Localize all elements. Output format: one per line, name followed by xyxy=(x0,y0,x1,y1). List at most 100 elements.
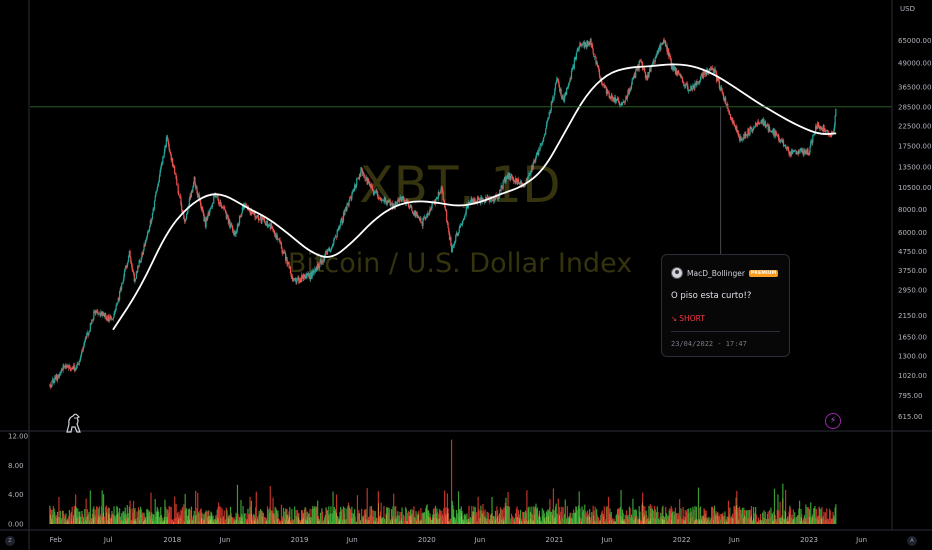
volume-bar xyxy=(223,522,224,524)
candle-body xyxy=(69,366,71,369)
candle-body xyxy=(370,184,372,188)
volume-bar xyxy=(408,516,410,524)
volume-bar xyxy=(133,509,135,524)
volume-bar xyxy=(512,516,514,524)
volume-bar xyxy=(576,509,578,524)
volume-bar xyxy=(702,515,704,524)
volume-bar xyxy=(309,517,310,524)
candle-body xyxy=(752,129,754,132)
volume-bar xyxy=(78,511,80,524)
candle-body xyxy=(272,228,274,232)
candle-body xyxy=(280,243,283,249)
volume-bar xyxy=(785,489,787,524)
volume-bar xyxy=(543,510,545,524)
candle-body xyxy=(643,68,645,70)
volume-bar xyxy=(87,515,88,524)
volume-bar xyxy=(578,491,580,524)
zoom-button[interactable]: Z xyxy=(5,536,15,546)
candle-body xyxy=(653,60,655,62)
volume-bar xyxy=(221,508,223,524)
volume-axis-label: 12.00 xyxy=(8,433,28,441)
candle-body xyxy=(284,252,286,254)
volume-bar xyxy=(153,514,155,524)
volume-bar xyxy=(731,515,733,524)
lightning-icon[interactable]: ⚡ xyxy=(825,413,841,429)
candle-body xyxy=(83,342,85,348)
volume-bar xyxy=(125,519,127,524)
volume-bar xyxy=(150,519,151,524)
volume-bar xyxy=(322,522,324,524)
candle-body xyxy=(185,218,187,220)
volume-bar xyxy=(418,520,421,524)
candle-body xyxy=(672,65,674,71)
candle-body xyxy=(808,154,810,155)
volume-bar xyxy=(338,522,339,524)
price-axis-label: 8000.00 xyxy=(898,206,927,214)
volume-bar xyxy=(261,510,263,524)
idea-title[interactable]: O piso esta curto!? xyxy=(671,291,752,301)
candle-body xyxy=(697,81,700,83)
auto-scale-button[interactable]: A xyxy=(907,536,917,546)
candle-body xyxy=(220,204,223,208)
volume-bar xyxy=(817,516,819,524)
candle-body xyxy=(800,148,802,150)
candle-body xyxy=(337,229,339,231)
volume-bar xyxy=(381,518,383,524)
volume-bar xyxy=(745,509,747,524)
volume-bar xyxy=(290,522,291,524)
volume-bar xyxy=(583,514,585,524)
candle-body xyxy=(349,197,351,201)
volume-bar xyxy=(727,500,730,524)
candle-body xyxy=(358,173,361,180)
candle-body xyxy=(204,218,206,222)
candle-body xyxy=(77,363,80,365)
candle-body xyxy=(664,41,666,43)
candle-body xyxy=(385,200,387,204)
candle-body xyxy=(783,145,785,147)
candle-body xyxy=(570,70,573,79)
volume-bar xyxy=(243,513,246,524)
candle-body xyxy=(169,149,171,153)
short-arrow-icon: ↘ xyxy=(671,314,678,323)
candle-body xyxy=(606,90,608,94)
volume-bar xyxy=(677,519,679,524)
candle-body xyxy=(835,108,837,116)
volume-bar xyxy=(490,520,491,524)
candle-body xyxy=(215,194,217,197)
candle-body xyxy=(118,297,120,300)
volume-bar xyxy=(794,521,797,524)
volume-bar xyxy=(596,515,598,524)
volume-bar xyxy=(82,517,84,524)
volume-bar xyxy=(556,513,558,524)
candle-body xyxy=(425,217,427,220)
candle-body xyxy=(443,199,445,202)
trade-idea-card[interactable]: MacD_Bollinger PREMIUM O piso esta curto… xyxy=(661,254,790,357)
candle-body xyxy=(93,311,95,320)
volume-bar xyxy=(124,507,126,524)
candle-body xyxy=(343,212,345,215)
candle-body xyxy=(580,44,582,47)
volume-bar xyxy=(376,517,378,524)
volume-bar xyxy=(634,519,636,524)
idea-author[interactable]: MacD_Bollinger xyxy=(687,268,745,278)
candle-body xyxy=(377,196,379,199)
volume-bar xyxy=(662,519,664,524)
volume-bar xyxy=(397,521,400,524)
volume-bar xyxy=(410,520,412,524)
volume-bar xyxy=(798,500,801,524)
avatar[interactable] xyxy=(671,267,683,279)
volume-bar xyxy=(165,506,167,524)
volume-bar xyxy=(120,521,122,524)
candle-body xyxy=(750,126,752,128)
candle-body xyxy=(600,78,602,80)
volume-bar xyxy=(368,519,369,524)
candle-body xyxy=(138,260,140,267)
candle-body xyxy=(215,196,218,197)
volume-bar xyxy=(574,512,576,524)
volume-bar xyxy=(508,506,510,524)
candle-body xyxy=(763,123,765,126)
volume-bar xyxy=(598,520,601,524)
candle-body xyxy=(71,368,73,369)
volume-bar xyxy=(195,515,196,524)
